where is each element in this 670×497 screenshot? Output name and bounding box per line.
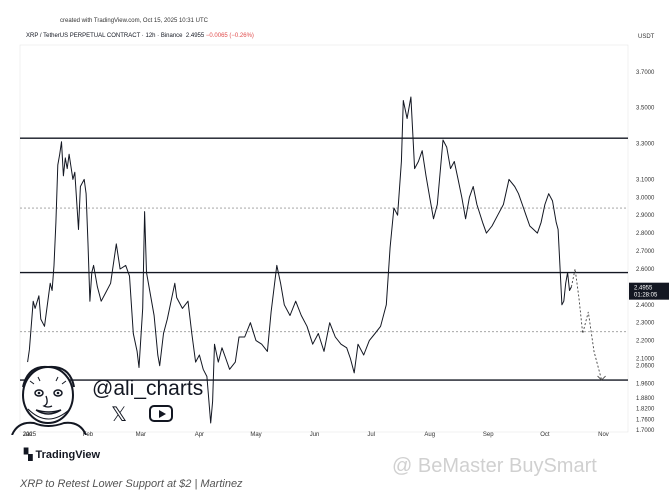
x-tick-label: May — [250, 432, 261, 438]
x-tick-label: Jul — [367, 432, 375, 438]
y-tick-label: 3.3000 — [636, 142, 655, 148]
chart-header: XRP / TetherUS PERPETUAL CONTRACT · 12h … — [26, 33, 254, 39]
author-handle: @ali_charts — [92, 377, 204, 400]
y-tick-label: 1.7000 — [636, 428, 655, 434]
price-change: −0.0065 (−0.26%) — [205, 33, 254, 39]
currency-label: USDT — [638, 34, 655, 40]
x-logo-icon[interactable]: 𝕏 — [111, 404, 128, 426]
watermark: @ BeMaster BuySmart — [392, 455, 597, 478]
x-tick-label: Feb — [83, 432, 94, 438]
x-tick-label: Sep — [483, 432, 494, 438]
y-tick-label: 2.2000 — [636, 339, 655, 345]
y-tick-label: 1.8800 — [636, 396, 655, 402]
y-tick-label: 3.5000 — [636, 106, 655, 112]
plot-border — [19, 44, 629, 433]
image-caption: XRP to Retest Lower Support at $2 | Mart… — [20, 478, 243, 490]
author-avatar — [11, 365, 87, 435]
symbol-title: XRP / TetherUS PERPETUAL CONTRACT · 12h … — [26, 33, 183, 39]
x-tick-label: Nov — [598, 432, 609, 438]
price-series — [27, 96, 572, 424]
y-tick-label: 2.7000 — [636, 249, 655, 255]
y-tick-label: 2.8000 — [636, 231, 655, 237]
y-tick-label: 2.1000 — [636, 357, 655, 363]
support-resistance-levels — [20, 137, 628, 381]
watermark-text: @ BeMaster BuySmart — [392, 455, 597, 477]
series-line — [27, 96, 572, 424]
y-tick-label: 3.0000 — [636, 195, 655, 201]
x-tick-label: Apr — [195, 432, 204, 438]
youtube-play-icon[interactable] — [149, 405, 173, 422]
chart-grid — [19, 44, 629, 433]
y-tick-label: 3.7000 — [636, 70, 655, 76]
y-tick-label: 2.6000 — [636, 267, 655, 273]
countdown-label: 01:28:05 — [634, 293, 658, 299]
tradingview-logo-text: TradingView — [35, 448, 101, 461]
price-label-box — [629, 282, 669, 300]
price-label-value: 2.4955 — [634, 286, 653, 292]
x-tick-label: Jun — [310, 432, 320, 438]
projection-path — [570, 268, 606, 381]
created-with-text: created with TradingView.com, Oct 15, 20… — [60, 18, 208, 24]
tradingview-mark-icon: ▚ — [24, 449, 33, 461]
y-tick-label: 1.9600 — [636, 382, 655, 388]
y-tick-label: 2.4000 — [636, 303, 655, 309]
y-tick-label: 1.7600 — [636, 417, 655, 423]
tradingview-logo[interactable]: ▚ TradingView — [24, 448, 101, 462]
x-tick-label: Oct — [540, 432, 550, 438]
x-tick-label: 2025 — [23, 432, 37, 438]
y-tick-label: 2.9000 — [636, 213, 655, 219]
projection-line — [570, 268, 603, 381]
x-tick-label: Jan — [23, 432, 33, 438]
y-tick-label: 2.0600 — [636, 364, 655, 370]
y-tick-label: 2.3000 — [636, 321, 655, 327]
y-tick-label: 3.1000 — [636, 177, 655, 183]
projection-arrowhead — [597, 375, 606, 381]
x-tick-label: Mar — [136, 432, 146, 438]
last-price: 2.4955 — [185, 33, 205, 39]
y-axis: 3.7000 3.5000 3.3000 3.1000 3.0000 2.9000 2.80… — [636, 70, 655, 434]
y-tick-label: 1.8200 — [636, 407, 655, 413]
x-tick-label: Aug — [424, 432, 435, 438]
